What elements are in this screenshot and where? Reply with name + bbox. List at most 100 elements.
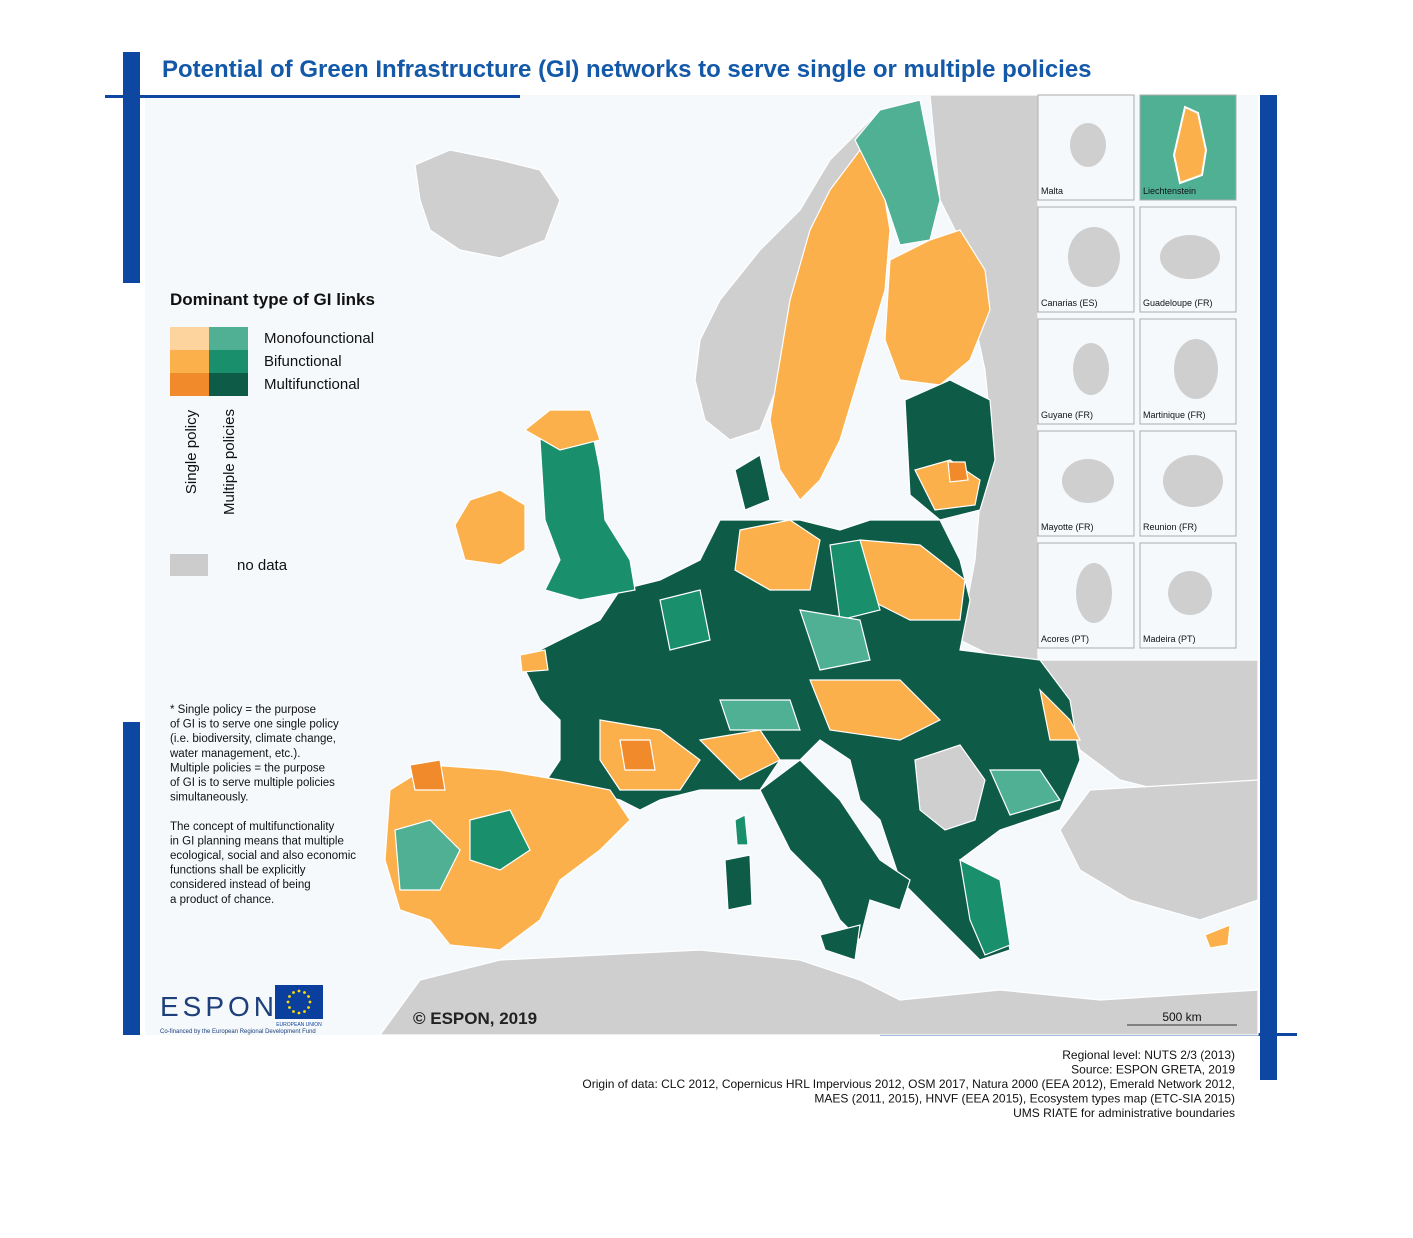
note-line: The concept of multifunctionality bbox=[170, 821, 335, 833]
region bbox=[469, 809, 531, 871]
inset-shape bbox=[1168, 571, 1212, 615]
legend-swatch bbox=[209, 373, 248, 396]
region bbox=[409, 759, 446, 791]
legend-axis-label: Single policy bbox=[183, 409, 200, 494]
legend-swatch bbox=[170, 554, 208, 576]
inset-shape bbox=[1163, 455, 1223, 507]
note-line: simultaneously. bbox=[170, 792, 248, 804]
eu-star bbox=[292, 1010, 295, 1013]
eu-star bbox=[308, 1000, 312, 1004]
inset-shape bbox=[1160, 235, 1220, 279]
region bbox=[884, 229, 991, 386]
footer-line: MAES (2011, 2015), HNVF (EEA 2015), Ecos… bbox=[814, 1092, 1235, 1106]
eu-star bbox=[303, 1010, 306, 1013]
region bbox=[769, 149, 891, 501]
frame-bar bbox=[123, 52, 140, 283]
note-line: in GI planning means that multiple bbox=[170, 835, 344, 847]
legend-title: Dominant type of GI links bbox=[170, 290, 375, 309]
inset-shape bbox=[1172, 105, 1208, 185]
note-line: of GI is to serve one single policy bbox=[170, 719, 339, 731]
note-line: * Single policy = the purpose bbox=[170, 704, 316, 716]
inset-label: Guadeloupe (FR) bbox=[1143, 298, 1213, 308]
copyright: © ESPON, 2019 bbox=[413, 1009, 537, 1028]
land-nodata bbox=[914, 744, 986, 831]
inset-shape bbox=[1070, 123, 1106, 167]
legend-label: Bifunctional bbox=[264, 353, 342, 370]
eu-stars bbox=[286, 989, 312, 1015]
legend-swatch bbox=[209, 350, 248, 373]
inset-shape bbox=[1073, 343, 1109, 395]
inset-label: Liechtenstein bbox=[1143, 186, 1196, 196]
region bbox=[734, 814, 749, 846]
inset-shape bbox=[1068, 227, 1120, 287]
footer-line: UMS RIATE for administrative boundaries bbox=[1013, 1106, 1235, 1120]
region bbox=[734, 519, 821, 591]
note-line: Multiple policies = the purpose bbox=[170, 762, 325, 774]
notes: * Single policy = the purpose of GI is to… bbox=[169, 704, 356, 906]
region bbox=[809, 679, 942, 741]
region bbox=[394, 819, 461, 891]
scale-label: 500 km bbox=[1162, 1010, 1201, 1024]
region bbox=[759, 759, 911, 942]
inset-label: Reunion (FR) bbox=[1143, 522, 1197, 532]
region bbox=[959, 858, 1011, 956]
legend-swatch bbox=[170, 327, 209, 350]
region bbox=[698, 729, 781, 781]
note-line: water management, etc.). bbox=[169, 748, 300, 760]
region bbox=[659, 589, 711, 651]
espon-logo: ESPON bbox=[160, 991, 278, 1022]
land-nodata bbox=[1059, 779, 1259, 921]
region bbox=[619, 739, 656, 771]
legend: Monofounctional Bifunctional Multifunction… bbox=[170, 327, 374, 396]
inset-label: Canarias (ES) bbox=[1041, 298, 1098, 308]
region bbox=[719, 699, 801, 731]
region bbox=[1204, 924, 1231, 949]
eu-label: EUROPEAN UNION bbox=[276, 1022, 322, 1028]
footer-line: Origin of data: CLC 2012, Copernicus HRL… bbox=[582, 1077, 1235, 1091]
region bbox=[829, 539, 881, 621]
legend-label: no data bbox=[237, 557, 288, 574]
footer-line: Source: ESPON GRETA, 2019 bbox=[1071, 1063, 1235, 1077]
note-line: considered instead of being bbox=[170, 879, 311, 891]
eu-star bbox=[307, 995, 310, 998]
inset-label: Guyane (FR) bbox=[1041, 410, 1093, 420]
eu-star bbox=[297, 1011, 301, 1015]
inset-label: Madeira (PT) bbox=[1143, 634, 1196, 644]
legend-label: Monofounctional bbox=[264, 330, 374, 347]
map bbox=[378, 94, 1259, 1036]
legend-swatch bbox=[170, 373, 209, 396]
inset-label: Malta bbox=[1041, 186, 1063, 196]
eu-star bbox=[307, 1006, 310, 1009]
eu-star bbox=[286, 1000, 290, 1004]
inset-shape bbox=[1174, 339, 1218, 399]
region bbox=[819, 924, 861, 961]
note-line: a product of chance. bbox=[170, 894, 274, 906]
eu-star bbox=[292, 991, 295, 994]
legend-swatch bbox=[170, 350, 209, 373]
frame-bar bbox=[123, 722, 140, 1035]
footer: Regional level: NUTS 2/3 (2013)Source: E… bbox=[582, 1048, 1235, 1120]
title: Potential of Green Infrastructure (GI) n… bbox=[162, 56, 1092, 83]
region bbox=[947, 461, 969, 483]
region bbox=[519, 649, 549, 673]
inset-label: Martinique (FR) bbox=[1143, 410, 1206, 420]
eu-star bbox=[297, 989, 301, 993]
note-line: of GI is to serve multiple policies bbox=[170, 777, 335, 789]
region bbox=[724, 854, 753, 911]
inset-label: Mayotte (FR) bbox=[1041, 522, 1094, 532]
inset-shape bbox=[1062, 459, 1114, 503]
legend-label: Multifunctional bbox=[264, 376, 360, 393]
eu-star bbox=[288, 995, 291, 998]
legend-axis-label: Multiple policies bbox=[221, 409, 238, 515]
note-line: functions shall be explicitly bbox=[170, 865, 306, 877]
eu-star bbox=[303, 991, 306, 994]
land-nodata bbox=[414, 149, 561, 259]
footer-line: Regional level: NUTS 2/3 (2013) bbox=[1062, 1048, 1235, 1062]
region bbox=[1039, 688, 1081, 741]
inset-label: Acores (PT) bbox=[1041, 634, 1089, 644]
frame-bar bbox=[1260, 95, 1277, 1080]
eu-star bbox=[288, 1006, 291, 1009]
region bbox=[799, 609, 871, 671]
